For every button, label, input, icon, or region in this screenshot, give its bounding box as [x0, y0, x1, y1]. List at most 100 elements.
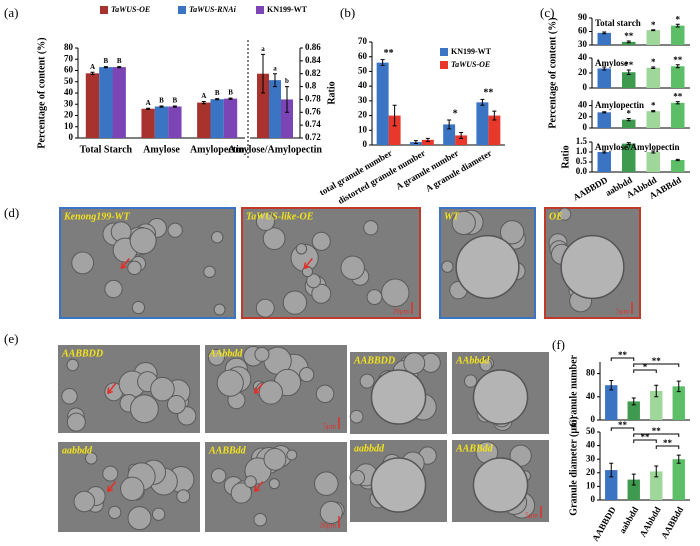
y-tick-label: 0 [591, 494, 596, 504]
granule [311, 231, 331, 251]
bar [646, 30, 660, 45]
y-tick-label: 0.84 [305, 55, 321, 65]
bar [671, 102, 685, 128]
bar [168, 106, 182, 138]
error-bar [609, 462, 614, 478]
significance-mark: ** [624, 31, 634, 41]
granule [166, 395, 186, 415]
bar [646, 67, 660, 88]
x-tick-label: Amylose/Amylopectin [228, 144, 322, 155]
arrow [253, 382, 264, 395]
significance-mark: * [453, 108, 458, 119]
significance-mark: ** [663, 438, 673, 448]
significance-mark: ** [618, 350, 628, 360]
bar [443, 124, 456, 145]
x-tick-label: AABBDD [590, 505, 618, 543]
granule [203, 265, 216, 279]
y-tick-label: 40 [578, 100, 588, 110]
granule [286, 449, 298, 461]
granule [381, 278, 410, 307]
error-bar [675, 64, 680, 69]
bar [488, 115, 501, 145]
granule [73, 490, 96, 513]
granule [472, 457, 529, 513]
granule [84, 452, 98, 465]
significance-letter: B [103, 57, 108, 65]
y-tick-label: 60 [578, 26, 588, 36]
y-tick-label: 70 [64, 53, 74, 63]
error-bar [631, 397, 636, 406]
y-tick-label: 10 [358, 124, 368, 134]
error-bar [413, 140, 418, 145]
x-tick-label: aabbdd [617, 505, 640, 535]
y-tick-label: 90 [578, 12, 588, 22]
y-tick-label: 0 [69, 132, 74, 142]
y-tick-label: 0.0 [576, 166, 588, 176]
error-bar [676, 454, 681, 464]
error-bar [626, 69, 631, 75]
granule [479, 358, 493, 372]
y-tick-label: 40 [586, 440, 596, 450]
arrow [303, 258, 313, 270]
bar [672, 386, 685, 420]
legend-swatch [256, 6, 264, 14]
granule [127, 506, 152, 531]
y-tick-label: 1.0 [576, 146, 588, 156]
micrograph-label: AAbbdd [455, 355, 490, 366]
significance-mark: ** [384, 48, 394, 59]
granule [262, 227, 286, 251]
bar [605, 385, 618, 420]
granule [150, 376, 175, 402]
bar [112, 67, 126, 138]
granule [306, 273, 321, 289]
granule [363, 220, 379, 236]
x-tick-label: AABBdd [659, 505, 685, 540]
y-tick-label: 0.5 [576, 156, 588, 166]
y-tick-label: 10 [586, 480, 596, 490]
bar [672, 459, 685, 500]
y-tick-label: 60 [64, 65, 74, 75]
y-tick-label: 20 [586, 467, 596, 477]
bar [622, 72, 636, 88]
bar [671, 160, 685, 172]
granule [120, 476, 145, 502]
significance-mark: * [651, 57, 656, 67]
bar [622, 143, 636, 172]
y-tick-label: 0.86 [305, 42, 321, 52]
significance-mark: * [651, 101, 656, 111]
granule [282, 290, 308, 315]
y-tick-label: 0 [363, 139, 368, 149]
y-axis-label: Ratio [326, 81, 337, 104]
granule [253, 512, 267, 527]
scale-label: 20μm [320, 522, 337, 530]
error-bar [117, 66, 122, 69]
scale-label: 20μm [393, 308, 410, 316]
error-bar [90, 71, 95, 75]
significance-letter: a [273, 64, 277, 72]
y-tick-label: 60 [358, 51, 368, 61]
bar [597, 112, 611, 128]
significance-letter: b [285, 77, 289, 85]
y-tick-label: 1.5 [576, 136, 588, 146]
arrow [253, 481, 264, 493]
micrograph-label: Kenong199-WT [63, 211, 130, 222]
significance-letter: B [215, 89, 220, 97]
error-bar [201, 100, 206, 105]
arrow [120, 258, 130, 270]
y-tick-label: 80 [586, 368, 596, 378]
granule [366, 289, 383, 306]
granule [66, 412, 86, 432]
subplot-title: Total starch [595, 18, 641, 28]
significance-mark: ** [641, 432, 651, 442]
error-bar [172, 105, 177, 108]
bar [388, 115, 401, 145]
bar [99, 67, 113, 138]
granule [131, 300, 146, 315]
bar [376, 62, 389, 145]
scale-label: 5μm [323, 423, 336, 431]
bar [597, 152, 611, 172]
bar [455, 135, 468, 145]
panel-label: (d) [4, 205, 19, 220]
micrograph-label: TaWUS-like-OE [246, 211, 314, 222]
y-tick-label: 70 [358, 36, 368, 46]
